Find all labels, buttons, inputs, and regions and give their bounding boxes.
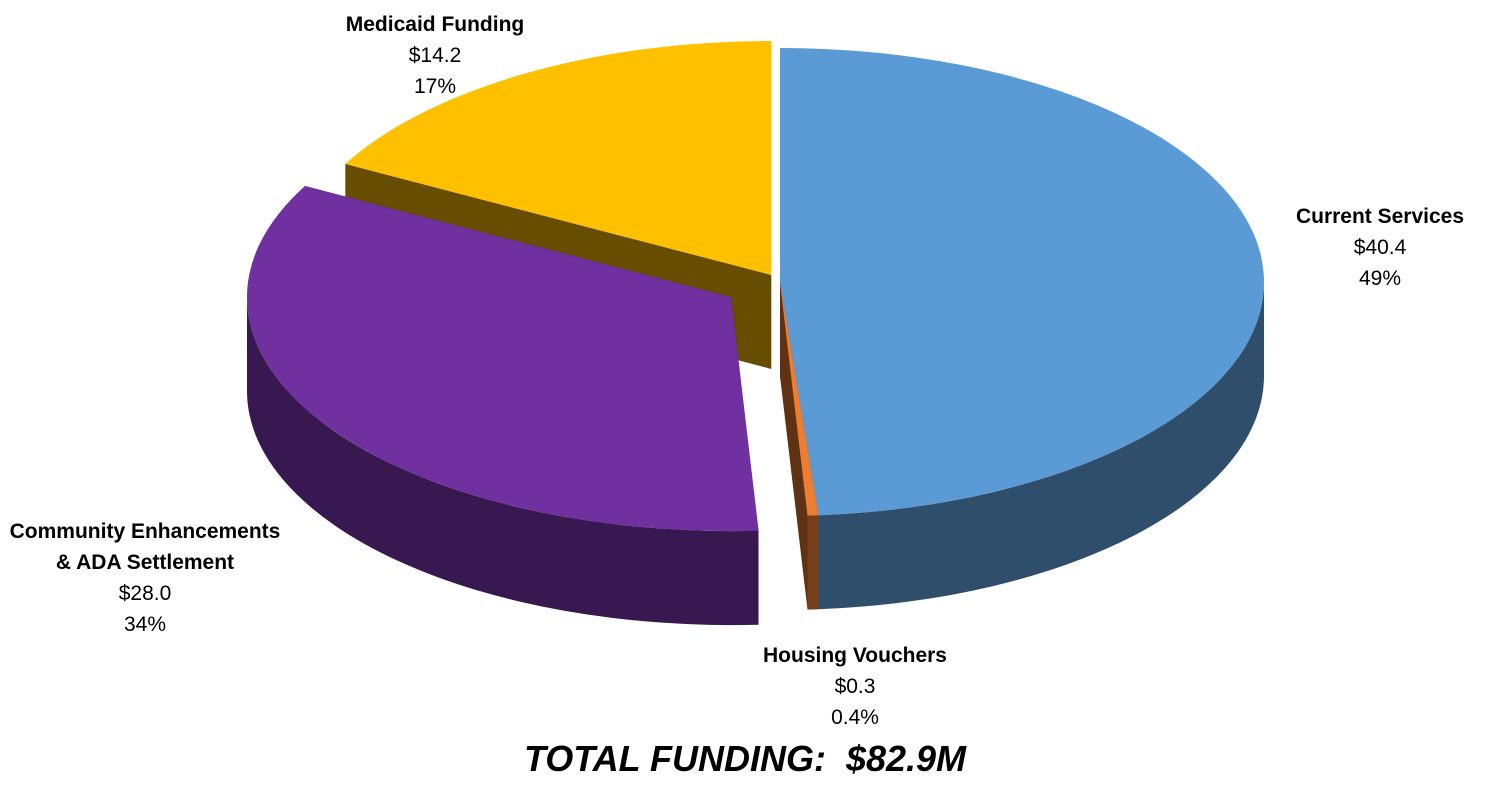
value-label: $14.2 bbox=[408, 44, 462, 67]
slice-side bbox=[807, 515, 819, 610]
slice-name: Current Services bbox=[1295, 205, 1465, 228]
percent-label: 49% bbox=[1358, 267, 1402, 290]
slice-name: Community Enhancements & ADA Settlement bbox=[9, 520, 281, 574]
chart-title: TOTAL FUNDING: $82.9M bbox=[523, 738, 967, 779]
value-label: $40.4 bbox=[1353, 236, 1407, 259]
value-label: $0.3 bbox=[834, 675, 876, 698]
data-label: Medicaid Funding $14.2 17% bbox=[310, 9, 560, 102]
slice-top bbox=[780, 282, 819, 516]
slice-name: Medicaid Funding bbox=[345, 13, 525, 36]
slice-top bbox=[780, 48, 1265, 516]
pie-slice bbox=[780, 48, 1265, 610]
slice-side bbox=[818, 282, 1264, 610]
percent-label: 17% bbox=[413, 75, 457, 98]
slice-top bbox=[345, 40, 772, 275]
slice-side bbox=[246, 297, 759, 626]
percent-label: 0.4% bbox=[831, 706, 879, 729]
slice-top bbox=[246, 186, 759, 532]
percent-label: 34% bbox=[123, 613, 167, 636]
pie-slice bbox=[246, 186, 759, 626]
slice-name: Housing Vouchers bbox=[763, 644, 947, 667]
data-label: Community Enhancements & ADA Settlement $… bbox=[0, 516, 290, 640]
data-label: Current Services $40.4 49% bbox=[1270, 201, 1490, 294]
value-label: $28.0 bbox=[118, 582, 172, 605]
slice-wall bbox=[780, 282, 808, 610]
pie-slice bbox=[780, 282, 819, 610]
data-label: Housing Vouchers $0.3 0.4% bbox=[735, 640, 975, 733]
